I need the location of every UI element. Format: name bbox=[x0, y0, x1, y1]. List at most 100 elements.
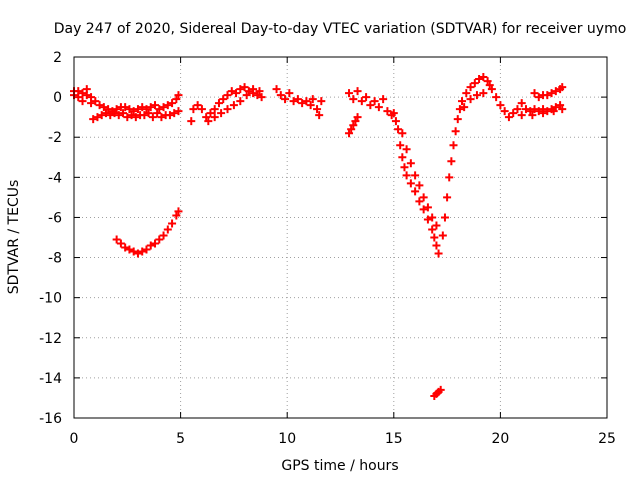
y-tick-label: -14 bbox=[39, 371, 62, 387]
data-point bbox=[539, 91, 548, 100]
data-point bbox=[74, 87, 83, 96]
data-series bbox=[496, 99, 567, 122]
data-point bbox=[197, 105, 206, 114]
data-point bbox=[87, 93, 96, 102]
data-point bbox=[289, 97, 298, 106]
data-point bbox=[432, 221, 441, 230]
data-point bbox=[353, 113, 362, 122]
data-point bbox=[308, 95, 317, 104]
data-point bbox=[428, 225, 437, 234]
data-point bbox=[313, 105, 322, 114]
data-point bbox=[315, 111, 324, 120]
data-point bbox=[155, 235, 164, 244]
data-point bbox=[255, 87, 264, 96]
data-point bbox=[558, 105, 567, 114]
data-point bbox=[406, 179, 415, 188]
data-point bbox=[345, 89, 354, 98]
x-tick-label: 25 bbox=[598, 431, 616, 447]
data-point bbox=[138, 247, 147, 256]
data-point bbox=[78, 89, 87, 98]
data-point bbox=[257, 93, 266, 102]
data-point bbox=[151, 239, 160, 248]
data-point bbox=[402, 171, 411, 180]
data-point bbox=[210, 105, 219, 114]
data-series bbox=[272, 85, 326, 120]
data-point bbox=[466, 83, 475, 92]
data-point bbox=[116, 103, 125, 112]
data-point bbox=[551, 87, 560, 96]
data-point bbox=[411, 187, 420, 196]
data-point bbox=[210, 113, 219, 122]
data-point bbox=[99, 103, 108, 112]
data-point bbox=[526, 107, 535, 116]
data-point bbox=[123, 113, 132, 122]
data-point bbox=[443, 193, 452, 202]
data-point bbox=[87, 99, 96, 108]
data-point bbox=[168, 99, 177, 108]
data-point bbox=[121, 243, 130, 252]
data-point bbox=[157, 113, 166, 122]
data-point bbox=[148, 113, 157, 122]
data-point bbox=[362, 93, 371, 102]
data-point bbox=[534, 107, 543, 116]
data-point bbox=[214, 99, 223, 108]
data-point bbox=[398, 153, 407, 162]
y-tick-label: -2 bbox=[48, 130, 62, 146]
data-point bbox=[236, 97, 245, 106]
data-point bbox=[95, 101, 104, 110]
data-point bbox=[436, 385, 445, 394]
data-point bbox=[276, 91, 285, 100]
chart-title: Day 247 of 2020, Sidereal Day-to-day VTE… bbox=[54, 21, 627, 37]
data-point bbox=[133, 105, 142, 114]
data-point bbox=[391, 117, 400, 126]
data-point bbox=[129, 107, 138, 116]
x-tick-label: 10 bbox=[278, 431, 296, 447]
y-tick-label: 0 bbox=[53, 90, 62, 106]
data-point bbox=[187, 117, 196, 126]
data-point bbox=[163, 225, 172, 234]
data-point bbox=[402, 145, 411, 154]
data-point bbox=[91, 97, 100, 106]
y-axis-label: SDTVAR / TECUs bbox=[6, 180, 22, 295]
data-point bbox=[217, 109, 226, 118]
data-point bbox=[116, 239, 125, 248]
data-point bbox=[172, 211, 181, 220]
x-tick-label: 15 bbox=[385, 431, 403, 447]
data-point bbox=[219, 95, 228, 104]
data-point bbox=[89, 115, 98, 124]
data-point bbox=[112, 235, 121, 244]
data-point bbox=[74, 93, 83, 102]
data-point bbox=[345, 129, 354, 138]
data-point bbox=[106, 111, 115, 120]
data-point bbox=[349, 95, 358, 104]
y-tick-label: -10 bbox=[39, 291, 62, 307]
data-point bbox=[236, 85, 245, 94]
data-point bbox=[406, 159, 415, 168]
data-series bbox=[112, 207, 183, 258]
data-point bbox=[475, 75, 484, 84]
data-point bbox=[138, 103, 147, 112]
x-axis-label: GPS time / hours bbox=[281, 458, 398, 474]
data-point bbox=[543, 91, 552, 100]
data-point bbox=[547, 89, 556, 98]
data-point bbox=[144, 109, 153, 118]
data-point bbox=[398, 129, 407, 138]
data-series bbox=[345, 87, 400, 138]
data-point bbox=[151, 101, 160, 110]
data-point bbox=[97, 111, 106, 120]
data-point bbox=[306, 101, 315, 110]
data-points bbox=[70, 73, 567, 400]
data-point bbox=[496, 101, 505, 110]
data-point bbox=[168, 219, 177, 228]
data-point bbox=[379, 95, 388, 104]
data-point bbox=[556, 85, 565, 94]
data-series bbox=[187, 83, 266, 126]
data-point bbox=[161, 111, 170, 120]
x-tick-label: 5 bbox=[176, 431, 185, 447]
data-point bbox=[423, 215, 432, 224]
y-tick-label: -16 bbox=[39, 411, 62, 427]
data-point bbox=[204, 117, 213, 126]
data-point bbox=[285, 89, 294, 98]
data-point bbox=[353, 87, 362, 96]
y-tick-label: -6 bbox=[48, 210, 62, 226]
